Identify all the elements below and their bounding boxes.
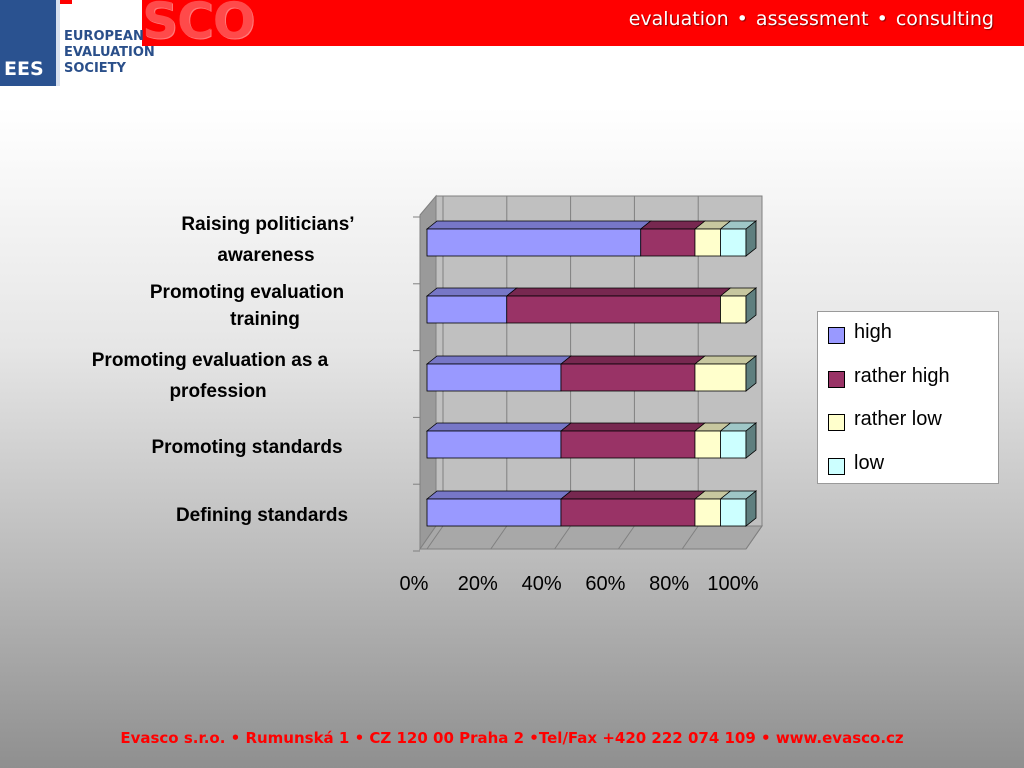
bar-low xyxy=(720,430,747,459)
bar-top-rather-high xyxy=(505,287,732,297)
bar-side-face xyxy=(745,355,757,392)
legend-swatch xyxy=(828,414,845,431)
bar-rather-high xyxy=(506,295,721,324)
legend-label: rather high xyxy=(854,364,950,387)
bar-rather-low xyxy=(694,228,721,257)
logo-corner xyxy=(60,0,72,4)
brand-name: SCO xyxy=(142,0,255,50)
category-label: Promoting standards xyxy=(151,437,342,458)
x-tick-label: 0% xyxy=(400,573,429,595)
logo-blue-block xyxy=(0,0,56,86)
bar-side-face xyxy=(745,422,757,459)
header-bar: SCO evaluation • assessment • consulting xyxy=(0,0,1024,50)
gridline-floor xyxy=(681,525,699,550)
category-label: Defining standards xyxy=(176,505,348,526)
legend-label: rather low xyxy=(854,408,942,430)
logo-line-3: SOCIETY xyxy=(64,61,126,76)
x-tick-label: 100% xyxy=(707,573,758,595)
footer-contact: Evasco s.r.o. • Rumunská 1 • CZ 120 00 P… xyxy=(120,729,904,747)
x-tick-label: 60% xyxy=(585,573,625,595)
bar-high xyxy=(426,228,642,257)
bar-top-high xyxy=(425,490,573,500)
bar-high xyxy=(426,498,562,527)
legend-label: high xyxy=(854,321,892,343)
bar-top-rather-high xyxy=(559,490,707,500)
bar-low xyxy=(720,228,747,257)
legend-item: high xyxy=(826,321,996,345)
logo-text: EUROPEAN EVALUATION SOCIETY xyxy=(64,29,155,77)
bar-rather-low xyxy=(694,363,747,392)
tagline: evaluation • assessment • consulting xyxy=(628,8,994,30)
gridline-floor xyxy=(617,525,635,550)
legend-swatch xyxy=(828,370,845,388)
bar-top-rather-high xyxy=(559,422,707,432)
bar-rather-low xyxy=(720,295,747,324)
gridline-floor xyxy=(554,525,572,550)
bar-top-high xyxy=(425,422,573,432)
bar-top-high xyxy=(425,287,518,297)
bar-low xyxy=(720,498,747,527)
gridline-floor xyxy=(490,525,508,550)
plot-floor xyxy=(419,525,763,550)
bar-top-high xyxy=(425,220,652,230)
logo-line-1: EUROPEAN xyxy=(64,29,144,44)
bar-rather-low xyxy=(694,430,721,459)
gridline-floor xyxy=(745,525,763,550)
legend-item: low xyxy=(826,452,996,476)
logo-abbr: EES xyxy=(4,58,44,80)
bar-rather-high xyxy=(560,498,696,527)
bar-top-rather-high xyxy=(639,220,707,230)
ees-logo: EES EUROPEAN EVALUATION SOCIETY xyxy=(0,0,155,86)
chart-legend: high rather high rather low low xyxy=(817,311,999,484)
bar-high xyxy=(426,430,562,459)
legend-item: rather low xyxy=(826,408,996,432)
category-label: training xyxy=(230,309,300,330)
category-label: Raising politicians’ xyxy=(181,214,354,235)
gridline-floor xyxy=(426,525,444,550)
bar-side-face xyxy=(745,220,757,257)
bar-rather-low xyxy=(694,498,721,527)
bar-rather-high xyxy=(560,363,696,392)
bar-top-high xyxy=(425,355,573,365)
bar-high xyxy=(426,363,562,392)
bar-rather-high xyxy=(640,228,696,257)
legend-item: rather high xyxy=(826,365,996,389)
legend-label: low xyxy=(854,451,885,474)
x-tick-label: 20% xyxy=(458,573,498,595)
category-label: Promoting evaluation as a xyxy=(92,350,329,371)
legend-swatch xyxy=(828,457,845,475)
x-tick-label: 40% xyxy=(522,573,562,595)
bar-side-face xyxy=(745,490,757,527)
bar-rather-high xyxy=(560,430,696,459)
bar-high xyxy=(426,295,508,324)
logo-stripe xyxy=(56,0,60,86)
legend-swatch xyxy=(828,327,845,344)
logo-line-2: EVALUATION xyxy=(64,45,155,60)
category-label: Promoting evaluation xyxy=(150,282,344,303)
x-tick-label: 80% xyxy=(649,573,689,595)
bar-side-face xyxy=(745,287,757,324)
bar-top-rather-high xyxy=(559,355,707,365)
category-label: profession xyxy=(169,381,266,402)
category-label: awareness xyxy=(217,245,314,266)
bar-top-rather-low xyxy=(693,355,758,365)
